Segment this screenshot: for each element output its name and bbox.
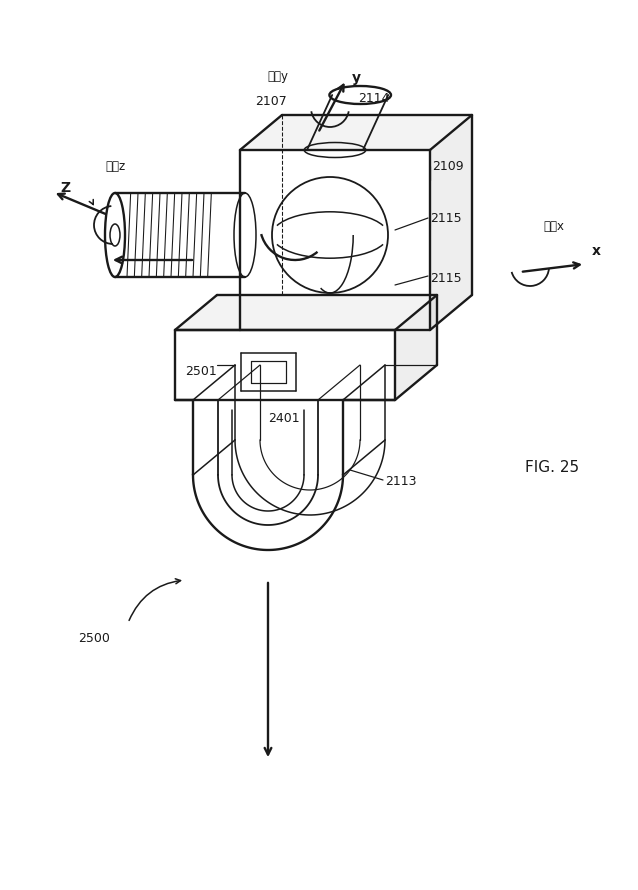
Text: 2109: 2109 bbox=[432, 160, 464, 173]
Text: 2401: 2401 bbox=[268, 412, 300, 425]
Polygon shape bbox=[395, 295, 437, 400]
Text: 回転z: 回転z bbox=[105, 160, 125, 173]
Text: 2113: 2113 bbox=[385, 475, 417, 488]
Polygon shape bbox=[240, 115, 472, 150]
Text: y: y bbox=[352, 71, 361, 85]
Text: 回転x: 回転x bbox=[543, 220, 564, 233]
Text: 2115: 2115 bbox=[430, 212, 462, 225]
Text: FIG. 25: FIG. 25 bbox=[525, 460, 579, 475]
Text: 2500: 2500 bbox=[78, 632, 110, 645]
Text: Z: Z bbox=[60, 181, 70, 195]
Text: x: x bbox=[592, 244, 601, 258]
Text: 2107: 2107 bbox=[255, 95, 286, 108]
Text: 回転y: 回転y bbox=[267, 70, 288, 83]
Text: 2114: 2114 bbox=[358, 92, 390, 105]
Polygon shape bbox=[175, 295, 437, 330]
Text: 2115: 2115 bbox=[430, 272, 462, 285]
Text: 2501: 2501 bbox=[185, 365, 217, 378]
Polygon shape bbox=[430, 115, 472, 330]
